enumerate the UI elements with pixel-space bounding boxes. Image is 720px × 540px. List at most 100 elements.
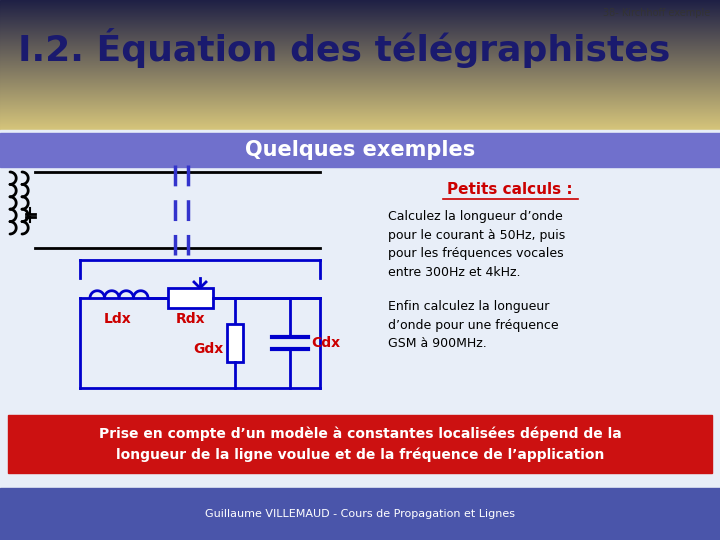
Bar <box>0 114 720 116</box>
Bar <box>0 23 720 24</box>
Bar <box>0 86 720 87</box>
Bar <box>0 11 720 12</box>
Bar <box>0 0 720 2</box>
Bar <box>0 42 720 44</box>
Bar <box>0 62 720 64</box>
Bar <box>0 9 720 10</box>
Bar <box>0 125 720 126</box>
Bar <box>0 127 720 129</box>
Bar <box>0 31 720 32</box>
Bar <box>0 40 720 42</box>
Bar <box>0 55 720 57</box>
Bar <box>0 113 720 114</box>
Bar <box>0 121 720 123</box>
Bar <box>0 28 720 30</box>
Bar <box>0 90 720 91</box>
Bar <box>0 106 720 107</box>
Bar <box>0 74 720 76</box>
Bar <box>0 133 720 167</box>
Bar <box>0 92 720 93</box>
Bar <box>0 32 720 33</box>
Bar <box>0 63 720 64</box>
Bar <box>0 25 720 26</box>
Bar <box>0 91 720 92</box>
Bar <box>0 7 720 9</box>
Bar <box>0 105 720 106</box>
Bar <box>0 51 720 52</box>
Bar <box>0 12 720 14</box>
Bar <box>0 71 720 72</box>
Text: Ldx: Ldx <box>104 312 132 326</box>
Bar <box>0 24 720 25</box>
Bar <box>0 59 720 60</box>
Bar <box>0 67 720 69</box>
Bar <box>0 89 720 91</box>
Bar <box>0 56 720 57</box>
Bar <box>0 94 720 96</box>
Bar <box>0 66 720 68</box>
Bar <box>0 81 720 83</box>
Bar <box>0 100 720 102</box>
Bar <box>8 415 712 473</box>
Bar <box>0 77 720 78</box>
Bar <box>0 130 720 490</box>
Bar <box>0 82 720 84</box>
Bar <box>0 54 720 56</box>
Bar <box>0 87 720 89</box>
Bar <box>0 18 720 19</box>
Bar <box>0 104 720 105</box>
Bar <box>0 69 720 71</box>
Bar <box>0 30 720 31</box>
Bar <box>0 107 720 109</box>
Bar <box>0 112 720 113</box>
Bar <box>0 53 720 55</box>
Bar <box>0 22 720 24</box>
Bar <box>0 97 720 98</box>
Bar <box>0 103 720 105</box>
Text: 38- Kirchhoff exemple: 38- Kirchhoff exemple <box>603 8 710 18</box>
Bar <box>0 96 720 98</box>
Bar <box>0 44 720 45</box>
Bar <box>0 33 720 35</box>
Bar <box>168 288 213 308</box>
Bar <box>0 35 720 37</box>
Bar <box>0 108 720 110</box>
Text: Enfin calculez la longueur
d’onde pour une fréquence
GSM à 900MHz.: Enfin calculez la longueur d’onde pour u… <box>388 300 559 350</box>
Bar <box>227 324 243 362</box>
Bar <box>0 128 720 130</box>
Bar <box>0 52 720 53</box>
Bar <box>0 20 720 22</box>
Text: I.2. Équation des télégraphistes: I.2. Équation des télégraphistes <box>18 28 670 68</box>
Bar <box>0 50 720 51</box>
Bar <box>0 58 720 59</box>
Bar <box>0 27 720 29</box>
Bar <box>0 38 720 39</box>
Bar <box>0 488 720 540</box>
Bar <box>0 16 720 17</box>
Text: Calculez la longueur d’onde
pour le courant à 50Hz, puis
pour les fréquences voc: Calculez la longueur d’onde pour le cour… <box>388 210 565 279</box>
Bar <box>0 34 720 36</box>
Bar <box>0 5 720 6</box>
Text: Rdx: Rdx <box>176 312 205 326</box>
Bar <box>0 29 720 30</box>
Bar <box>0 10 720 11</box>
Bar <box>0 43 720 44</box>
Bar <box>0 98 720 99</box>
Bar <box>0 48 720 50</box>
Bar <box>0 109 720 111</box>
Bar <box>0 115 720 117</box>
Bar <box>0 117 720 118</box>
Bar <box>0 41 720 43</box>
Bar <box>0 36 720 37</box>
Bar <box>0 57 720 58</box>
Bar <box>0 13 720 15</box>
Bar <box>0 2 720 3</box>
Bar <box>0 490 720 540</box>
Bar <box>0 72 720 73</box>
Bar <box>0 122 720 124</box>
Bar <box>0 129 720 131</box>
Bar <box>0 75 720 77</box>
Bar <box>0 26 720 28</box>
Bar <box>0 8 720 10</box>
Bar <box>0 19 720 21</box>
